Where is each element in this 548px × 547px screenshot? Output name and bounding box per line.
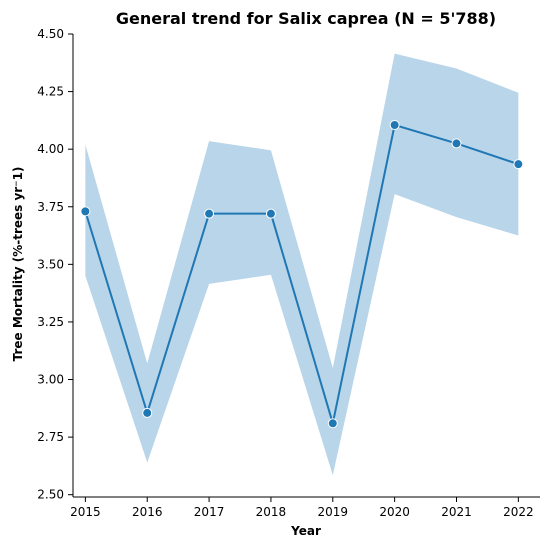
data-point	[513, 159, 524, 170]
x-tick-label: 2019	[318, 505, 349, 519]
data-point	[142, 407, 153, 418]
data-point	[389, 119, 400, 130]
x-tick-label: 2015	[70, 505, 101, 519]
data-point	[451, 138, 462, 149]
y-tick-label: 3.00	[37, 373, 64, 387]
y-axis-label: Tree Mortality (%-trees yr⁻1)	[11, 167, 25, 362]
chart-title: General trend for Salix caprea (N = 5'78…	[116, 9, 496, 28]
x-axis-label: Year	[290, 524, 321, 538]
series-line	[84, 123, 519, 425]
y-tick-label: 4.25	[37, 85, 64, 99]
x-tick-label: 2017	[194, 505, 225, 519]
y-tick-label: 3.25	[37, 315, 64, 329]
ticks: 2015 2016 2017 2018 2019 2020 2021 2022 2.50 2.75…	[37, 27, 533, 519]
y-tick-label: 4.50	[37, 27, 64, 41]
x-tick-label: 2018	[256, 505, 287, 519]
x-tick-label: 2022	[503, 505, 534, 519]
data-point	[204, 208, 215, 219]
x-tick-label: 2020	[379, 505, 410, 519]
plot-area	[80, 53, 524, 476]
y-tick-label: 4.00	[37, 142, 64, 156]
y-tick-label: 3.75	[37, 200, 64, 214]
x-tick-label: 2016	[132, 505, 163, 519]
y-tick-label: 2.50	[37, 488, 64, 502]
confidence-band	[85, 53, 519, 476]
data-point	[327, 418, 338, 429]
axes	[72, 34, 540, 498]
y-tick-label: 2.75	[37, 430, 64, 444]
y-tick-label: 3.50	[37, 257, 64, 271]
x-tick-label: 2021	[441, 505, 472, 519]
data-point	[80, 206, 91, 217]
data-point	[265, 208, 276, 219]
